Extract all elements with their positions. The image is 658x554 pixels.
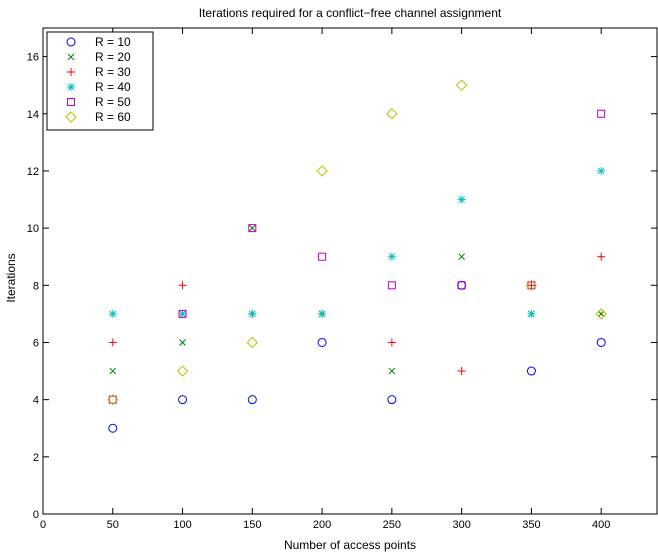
data-point-s2-p4 bbox=[387, 338, 396, 347]
data-point-s1-p2 bbox=[248, 224, 256, 232]
x-tick-label: 200 bbox=[313, 519, 331, 531]
y-tick-label: 2 bbox=[33, 452, 39, 464]
data-point-s1-p4 bbox=[388, 367, 396, 375]
data-point-s0-p1 bbox=[178, 395, 188, 405]
data-point-s4-p3 bbox=[318, 252, 327, 261]
x-tick-label: 300 bbox=[452, 519, 470, 531]
x-tick-label: 50 bbox=[107, 519, 119, 531]
data-point-s5-p6 bbox=[525, 279, 538, 292]
data-point-s0-p2 bbox=[247, 395, 257, 405]
data-point-s0-p3 bbox=[317, 337, 327, 347]
data-point-s3-p3 bbox=[318, 309, 327, 318]
data-point-s0-p0 bbox=[108, 423, 118, 433]
x-tick-label: 350 bbox=[522, 519, 540, 531]
legend-marker-2 bbox=[67, 68, 75, 76]
data-point-s2-p1 bbox=[178, 281, 187, 290]
axis-ticks: 0 50 100 150 200 250 300 350 400 0 2 4 6 8 10 12 14 16 bbox=[27, 28, 657, 531]
data-point-s4-p5 bbox=[457, 281, 466, 290]
data-point-s2-p5 bbox=[457, 367, 466, 376]
data-point-s4-p6 bbox=[527, 281, 536, 290]
data-point-s5-p5 bbox=[455, 79, 468, 91]
legend-label-1: R = 20 bbox=[95, 50, 131, 64]
legend-box bbox=[46, 31, 154, 131]
data-point-s3-p5 bbox=[457, 195, 466, 204]
legend-label-4: R = 50 bbox=[95, 95, 131, 109]
legend-label-0: R = 10 bbox=[95, 35, 131, 49]
data-point-s5-p4 bbox=[386, 108, 398, 120]
y-tick-label: 4 bbox=[33, 395, 39, 407]
data-point-s5-p3 bbox=[316, 165, 328, 177]
legend-marker-4 bbox=[67, 98, 75, 106]
data-point-s1-p0 bbox=[109, 367, 117, 375]
data-point-s3-p0 bbox=[108, 309, 117, 318]
data-point-s3-p2 bbox=[248, 309, 257, 318]
y-tick-label: 6 bbox=[33, 337, 39, 349]
y-tick-label: 0 bbox=[33, 509, 39, 521]
x-tick-label: 150 bbox=[243, 519, 261, 531]
legend-marker-3 bbox=[67, 83, 75, 91]
data-point-s3-p6 bbox=[527, 309, 536, 318]
y-tick-label: 14 bbox=[27, 109, 39, 121]
data-point-s3-p7 bbox=[597, 166, 606, 175]
chart-title: Iterations required for a conflict−free … bbox=[199, 6, 502, 20]
data-point-s4-p4 bbox=[387, 281, 396, 290]
y-axis-label: Iterations bbox=[4, 253, 18, 302]
legend-marker-5 bbox=[65, 111, 77, 123]
x-tick-label: 400 bbox=[592, 519, 610, 531]
x-axis-label: Number of access points bbox=[284, 538, 416, 552]
data-point-s5-p7 bbox=[595, 308, 607, 320]
legend-marker-0 bbox=[66, 37, 76, 47]
y-tick-label: 12 bbox=[27, 166, 39, 178]
data-point-s4-p2 bbox=[248, 224, 257, 233]
data-point-s3-p1 bbox=[178, 309, 187, 318]
data-point-s4-p7 bbox=[597, 109, 606, 118]
x-tick-label: 250 bbox=[383, 519, 401, 531]
legend: R = 10R = 20R = 30R = 40R = 50R = 60 bbox=[46, 31, 154, 131]
legend-label-5: R = 60 bbox=[95, 110, 131, 124]
data-point-s5-p1 bbox=[176, 365, 189, 377]
data-point-s2-p7 bbox=[597, 252, 606, 261]
data-point-s4-p0 bbox=[108, 395, 117, 404]
data-point-s2-p6 bbox=[527, 281, 536, 290]
y-tick-label: 8 bbox=[33, 280, 39, 292]
y-tick-label: 16 bbox=[27, 52, 39, 64]
data-point-s3-p4 bbox=[387, 252, 396, 261]
data-point-s2-p0 bbox=[108, 338, 117, 347]
data-points bbox=[107, 79, 607, 433]
data-point-s0-p4 bbox=[387, 395, 397, 405]
data-point-s5-p2 bbox=[246, 336, 259, 349]
legend-label-3: R = 40 bbox=[95, 80, 131, 94]
legend-marker-1 bbox=[67, 53, 75, 61]
data-point-s1-p5 bbox=[458, 253, 465, 261]
data-point-s1-p7 bbox=[597, 310, 605, 318]
data-point-s0-p7 bbox=[596, 337, 606, 347]
x-tick-label: 100 bbox=[173, 519, 191, 531]
data-point-s4-p1 bbox=[178, 309, 187, 318]
x-tick-label: 0 bbox=[40, 519, 46, 531]
data-point-s1-p1 bbox=[179, 339, 186, 346]
data-point-s5-p0 bbox=[107, 393, 119, 406]
y-tick-label: 10 bbox=[27, 223, 39, 235]
data-point-s0-p6 bbox=[526, 366, 536, 376]
legend-label-2: R = 30 bbox=[95, 65, 131, 79]
